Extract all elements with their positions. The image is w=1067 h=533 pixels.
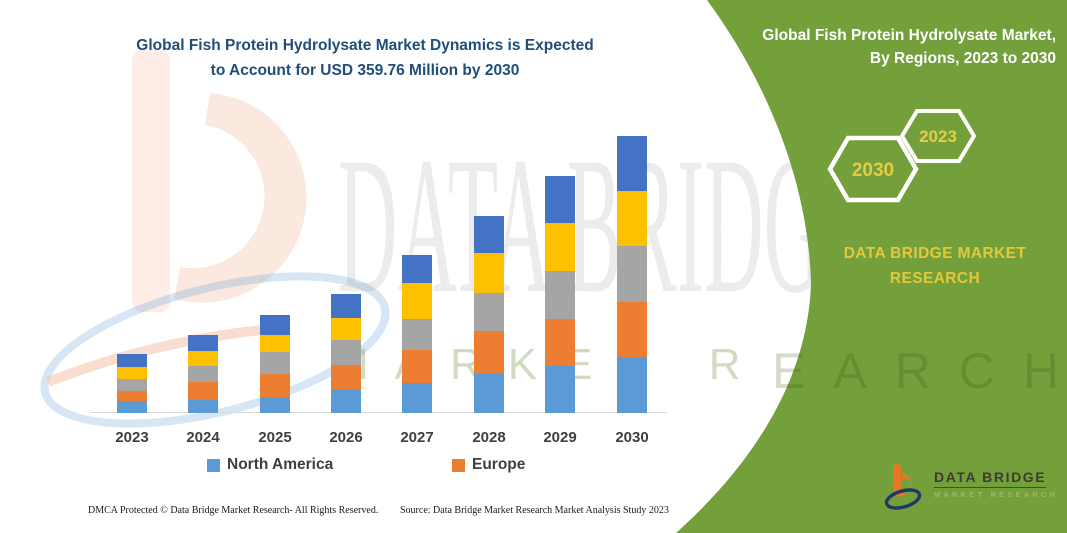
- chart-title-line2: to Account for USD 359.76 Million by 203…: [210, 62, 520, 79]
- panel-title: Global Fish Protein Hydrolysate Market, …: [686, 24, 1056, 70]
- data-bridge-logo-icon: [884, 464, 922, 510]
- bar-segment-2028-s1: [474, 374, 504, 413]
- bar-segment-2026-s1: [331, 390, 361, 413]
- brand-line2: RESEARCH: [889, 270, 981, 287]
- chart-title-line1: Global Fish Protein Hydrolysate Market D…: [136, 37, 594, 54]
- x-label-2027: 2027: [400, 429, 434, 446]
- logo-divider: [934, 487, 1046, 488]
- x-label-2023: 2023: [115, 429, 149, 446]
- bar-segment-2027-s3: [402, 319, 432, 350]
- chart-title: Global Fish Protein Hydrolysate Market D…: [60, 33, 670, 83]
- bar-segment-2024-s1: [188, 400, 218, 413]
- logo-name: DATA BRIDGE: [934, 469, 1047, 485]
- legend-item-europe: Europe: [452, 456, 525, 474]
- brand-line1: DATA BRIDGE MARKET: [843, 245, 1027, 262]
- footer-source: Source: Data Bridge Market Research Mark…: [400, 505, 669, 516]
- bar-segment-2027-s1: [402, 383, 432, 413]
- year-hexagons: 2023 2030: [827, 109, 977, 203]
- bar-segment-2025-s1: [260, 397, 290, 413]
- bar-segment-2029-s5: [545, 176, 575, 223]
- bar-segment-2027-s5: [402, 255, 432, 283]
- bar-segment-2030-s1: [617, 357, 647, 413]
- legend-swatch: [452, 458, 465, 472]
- bar-segment-2028-s2: [474, 331, 504, 374]
- bar-segment-2025-s4: [260, 335, 290, 352]
- green-panel-shape: [676, 0, 1067, 533]
- bar-segment-2030-s2: [617, 302, 647, 357]
- hexagon-2030-label: 2030: [852, 160, 894, 181]
- bar-segment-2026-s2: [331, 365, 361, 390]
- bar-segment-2026-s3: [331, 340, 361, 365]
- bar-segment-2028-s5: [474, 216, 504, 253]
- hexagon-2023-label: 2023: [919, 127, 957, 146]
- bar-segment-2029-s1: [545, 366, 575, 413]
- bar-segment-2029-s3: [545, 271, 575, 319]
- bar-segment-2025-s3: [260, 352, 290, 374]
- footer-dmca: DMCA Protected © Data Bridge Market Rese…: [88, 505, 379, 516]
- legend-label: North America: [227, 456, 334, 473]
- hexagon-2023: [899, 109, 977, 163]
- legend-swatch: [207, 458, 220, 472]
- legend-label: Europe: [472, 456, 526, 473]
- bar-segment-2029-s2: [545, 319, 575, 366]
- bar-segment-2026-s4: [331, 318, 361, 340]
- bar-segment-2027-s2: [402, 350, 432, 383]
- panel-title-line2: By Regions, 2023 to 2030: [869, 50, 1056, 67]
- bar-segment-2028-s4: [474, 253, 504, 293]
- bar-segment-2025-s5: [260, 315, 290, 335]
- bar-segment-2030-s5: [617, 136, 647, 191]
- logo-text-block: DATA BRIDGE MARKET RESEARCH: [934, 469, 1058, 499]
- bar-segment-2026-s5: [331, 294, 361, 318]
- x-label-2029: 2029: [543, 429, 577, 446]
- bar-segment-2025-s2: [260, 374, 290, 397]
- x-label-2026: 2026: [329, 429, 363, 446]
- bar-segment-2023-s1: [117, 401, 147, 413]
- x-label-2025: 2025: [258, 429, 292, 446]
- bar-segment-2030-s3: [617, 246, 647, 302]
- bar-segment-2023-s2: [117, 391, 147, 401]
- logo-subtitle: MARKET RESEARCH: [934, 490, 1059, 499]
- watermark-row-on-green: EARCH: [772, 343, 1062, 399]
- bar-segment-2028-s3: [474, 293, 504, 331]
- brand-wordmark: DATA BRIDGE MARKET RESEARCH: [818, 241, 1052, 291]
- x-label-2030: 2030: [615, 429, 649, 446]
- bar-segment-2027-s4: [402, 283, 432, 319]
- bar-segment-2030-s4: [617, 191, 647, 246]
- panel-title-line1: Global Fish Protein Hydrolysate Market,: [762, 27, 1056, 44]
- legend-item-north-america: North America: [207, 456, 333, 474]
- x-label-2028: 2028: [472, 429, 506, 446]
- data-bridge-logo: DATA BRIDGE MARKET RESEARCH: [884, 461, 1058, 513]
- x-label-2024: 2024: [186, 429, 220, 446]
- hexagon-2030: [827, 135, 919, 203]
- bar-segment-2029-s4: [545, 223, 575, 271]
- x-axis-line: [90, 412, 667, 413]
